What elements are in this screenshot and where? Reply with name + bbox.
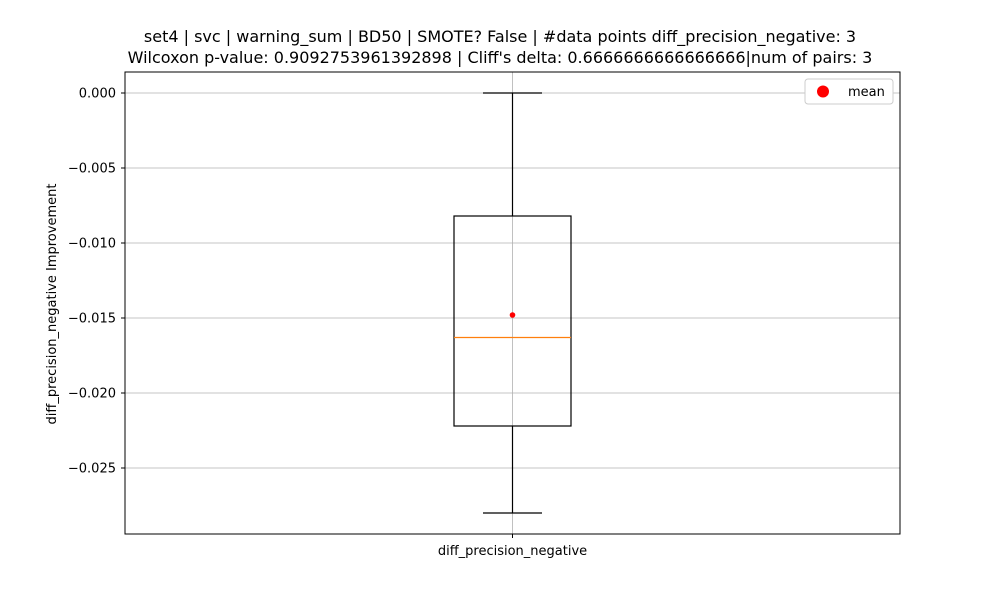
y-tick-label: −0.010 (68, 237, 116, 252)
chart-title-line-2: Wilcoxon p-value: 0.9092753961392898 | C… (127, 48, 873, 67)
x-tick-label: diff_precision_negative (438, 544, 587, 559)
y-tick-label: −0.015 (68, 312, 116, 327)
legend: mean (804, 78, 894, 105)
box-iqr (453, 215, 572, 427)
legend-frame (804, 78, 894, 105)
y-axis-ticks: 0.000 −0.005 −0.010 −0.015 −0.020 −0.025 (68, 87, 125, 477)
x-axis-ticks: diff_precision_negative (438, 534, 587, 559)
y-tick-label: −0.020 (68, 387, 116, 402)
y-axis-label: diff_precision_negative Improvement (45, 184, 60, 425)
legend-mean-label: mean (848, 85, 885, 100)
y-tick-label: 0.000 (79, 87, 116, 102)
legend-mean-marker (817, 85, 829, 98)
y-tick-label: −0.025 (68, 462, 116, 477)
axes-frame (124, 71, 901, 535)
mean-marker (509, 312, 516, 318)
chart-title-line-1: set4 | svc | warning_sum | BD50 | SMOTE?… (143, 27, 857, 46)
y-tick-label: −0.005 (68, 162, 116, 177)
box-elements (453, 92, 572, 514)
